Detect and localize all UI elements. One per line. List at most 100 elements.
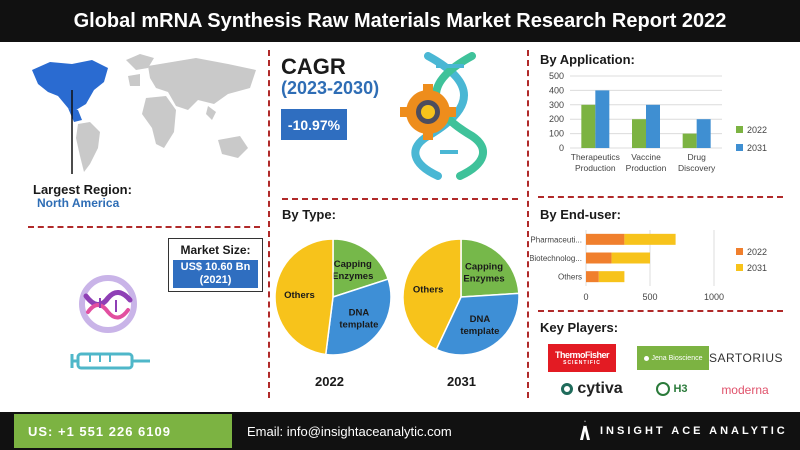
- h3-icon: [656, 382, 671, 396]
- end-bar: [586, 252, 612, 264]
- end-bar: [598, 271, 625, 283]
- thermofisher-logo: ThermoFisher SCIENTIFIC: [548, 344, 616, 372]
- app-bar: [581, 104, 596, 148]
- app-category-label: Vaccine: [631, 152, 661, 162]
- footer-phone[interactable]: US: +1 551 226 6109: [14, 414, 232, 448]
- largest-region-label: Largest Region:: [33, 182, 132, 197]
- thermofisher-logo-name: ThermoFisher: [554, 350, 610, 360]
- pie-slice: [274, 238, 334, 356]
- end-legend-label: 2031: [747, 263, 767, 273]
- app-ytick-label: 300: [549, 100, 564, 110]
- app-ytick-label: 400: [549, 85, 564, 95]
- by-application-title: By Application:: [540, 52, 635, 67]
- jena-bioscience-logo-name: Jena Bioscience: [651, 354, 703, 362]
- end-xtick-label: 0: [583, 292, 588, 302]
- divider-left: [268, 50, 270, 398]
- app-bar: [632, 119, 646, 148]
- pie-2031-year: 2031: [447, 374, 476, 389]
- market-size-label: Market Size:: [180, 243, 251, 257]
- h3-logo: H3: [650, 378, 694, 400]
- pie-slice-label: Capping: [465, 261, 503, 272]
- jena-bioscience-logo: Jena Bioscience: [637, 346, 709, 370]
- thermofisher-logo-sub: SCIENTIFIC: [563, 360, 601, 366]
- pie-slice-label: DNA: [470, 314, 491, 325]
- app-legend-swatch: [736, 126, 743, 133]
- app-bar: [595, 90, 610, 148]
- market-size-box: Market Size: US$ 10.60 Bn (2021): [168, 238, 263, 292]
- app-bar: [696, 119, 711, 148]
- divider-right: [527, 50, 529, 398]
- dna-gear-icon: [400, 52, 487, 180]
- app-legend-label: 2031: [747, 143, 767, 153]
- app-category-label: Drug: [687, 152, 706, 162]
- app-category-label: Production: [626, 163, 667, 173]
- end-legend-swatch: [736, 264, 743, 271]
- end-bar: [624, 233, 676, 245]
- cytiva-icon: [561, 383, 574, 395]
- key-players-title: Key Players:: [540, 320, 619, 335]
- divider-right-h2: [538, 310, 783, 312]
- end-bar: [611, 252, 650, 264]
- pie-slice: [460, 238, 520, 298]
- divider-left-h: [28, 226, 260, 228]
- moderna-logo: moderna: [721, 383, 769, 397]
- sartorius-logo: SARTORIUS: [708, 351, 784, 365]
- end-bar: [586, 233, 625, 245]
- cytiva-logo-name: cytiva: [577, 380, 623, 397]
- pie-slice: [324, 278, 392, 356]
- divider-mid-h: [282, 198, 518, 200]
- cagr-title: CAGR: [281, 54, 346, 79]
- end-legend-label: 2022: [747, 247, 767, 257]
- app-ytick-label: 0: [559, 143, 564, 153]
- world-map: [32, 54, 256, 174]
- end-category-label: Biotechnolog...: [530, 254, 582, 263]
- divider-right-h1: [538, 196, 783, 198]
- app-ytick-label: 100: [549, 129, 564, 139]
- app-legend-swatch: [736, 144, 743, 151]
- by-enduser-title: By End-user:: [540, 207, 621, 222]
- report-title: Global mRNA Synthesis Raw Materials Mark…: [0, 0, 800, 42]
- pie-slice-label: Others: [284, 290, 315, 301]
- cagr-period: (2023-2030): [281, 78, 380, 98]
- end-category-label: Pharmaceuti...: [530, 235, 582, 244]
- pie-slice-label: Enzymes: [463, 273, 504, 284]
- app-ytick-label: 500: [549, 71, 564, 81]
- end-xtick-label: 500: [642, 292, 657, 302]
- jena-bioscience-dot: [643, 355, 649, 361]
- insightace-logo-icon: [580, 420, 590, 440]
- mrna-syringe-icon: [70, 275, 150, 370]
- app-bar: [682, 133, 697, 148]
- cagr-value: -10.97%: [281, 109, 347, 140]
- pie-slice: [332, 238, 390, 299]
- app-ytick-label: 200: [549, 114, 564, 124]
- enduser-bar-chart: 0 500 1000 Pharmaceuti... Biotechnolog... Oth…: [530, 230, 767, 302]
- largest-region-value: North America: [37, 196, 120, 210]
- app-legend-label: 2022: [747, 125, 767, 135]
- app-category-label: Production: [575, 163, 616, 173]
- pie-slice-label: template: [460, 326, 499, 337]
- pie-slice-label: DNA: [349, 307, 370, 318]
- market-size-amount: US$ 10.60 Bn: [180, 261, 251, 273]
- app-category-label: Discovery: [678, 163, 716, 173]
- application-bar-chart: 0100200300400500TherapeuticsProductionVa…: [549, 71, 767, 173]
- footer-email[interactable]: Email: info@insightacеanalytic.com: [247, 424, 452, 439]
- app-category-label: Therapeutics: [571, 152, 620, 162]
- cytiva-logo: cytiva: [556, 378, 628, 400]
- pie-slice-label: Enzymes: [332, 271, 373, 282]
- pie-slice: [435, 292, 520, 356]
- end-category-label: Others: [558, 273, 582, 282]
- pie-slice-label: Capping: [334, 259, 372, 270]
- app-bar: [646, 104, 660, 148]
- end-xtick-label: 1000: [704, 292, 724, 302]
- market-size-value: US$ 10.60 Bn (2021): [173, 260, 258, 288]
- pie-slice-label: Others: [413, 285, 444, 296]
- by-type-title: By Type:: [282, 207, 336, 222]
- pie-2022-year: 2022: [315, 374, 344, 389]
- h3-logo-name: H3: [673, 383, 688, 395]
- end-bar: [586, 271, 599, 283]
- pie-slice: [402, 238, 462, 351]
- pie-slice-label: template: [339, 319, 378, 330]
- footer-brand: INSIGHT ACE ANALYTIC: [600, 425, 788, 437]
